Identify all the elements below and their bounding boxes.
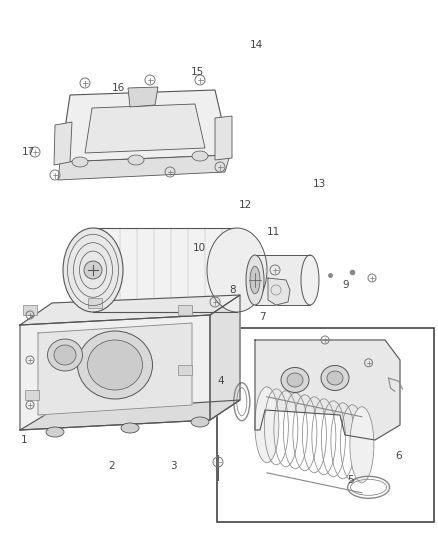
Text: 3: 3 bbox=[170, 462, 177, 471]
Polygon shape bbox=[210, 295, 240, 420]
Bar bbox=[255, 255, 310, 305]
Ellipse shape bbox=[72, 157, 88, 167]
Bar bbox=[93, 228, 238, 313]
Ellipse shape bbox=[327, 371, 343, 385]
Polygon shape bbox=[38, 323, 192, 415]
Text: 6: 6 bbox=[395, 451, 402, 461]
Text: 1: 1 bbox=[21, 435, 28, 445]
Ellipse shape bbox=[301, 255, 319, 305]
Text: 8: 8 bbox=[229, 286, 236, 295]
Ellipse shape bbox=[63, 228, 123, 312]
Text: 10: 10 bbox=[193, 243, 206, 253]
Text: 5: 5 bbox=[347, 475, 354, 484]
Ellipse shape bbox=[321, 366, 349, 391]
Text: 14: 14 bbox=[250, 41, 263, 50]
Ellipse shape bbox=[281, 367, 309, 392]
Polygon shape bbox=[60, 90, 230, 162]
Ellipse shape bbox=[121, 423, 139, 433]
Bar bbox=[178, 305, 192, 315]
Bar bbox=[217, 328, 434, 522]
Polygon shape bbox=[20, 315, 210, 430]
Ellipse shape bbox=[128, 155, 144, 165]
Bar bbox=[88, 298, 102, 308]
Ellipse shape bbox=[78, 331, 152, 399]
Text: 16: 16 bbox=[112, 83, 125, 93]
Text: 15: 15 bbox=[191, 67, 204, 77]
Ellipse shape bbox=[255, 387, 279, 463]
Polygon shape bbox=[58, 155, 230, 180]
Ellipse shape bbox=[207, 228, 267, 312]
Ellipse shape bbox=[250, 266, 260, 294]
Polygon shape bbox=[85, 104, 205, 153]
Ellipse shape bbox=[54, 345, 76, 365]
Text: 9: 9 bbox=[343, 280, 350, 290]
Ellipse shape bbox=[191, 417, 209, 427]
Ellipse shape bbox=[350, 407, 374, 483]
Bar bbox=[25, 390, 39, 400]
Ellipse shape bbox=[88, 340, 142, 390]
Bar bbox=[178, 365, 192, 375]
Text: 7: 7 bbox=[259, 312, 266, 322]
Text: 2: 2 bbox=[108, 462, 115, 471]
Ellipse shape bbox=[47, 339, 82, 371]
Polygon shape bbox=[54, 122, 72, 165]
Polygon shape bbox=[128, 87, 158, 107]
Polygon shape bbox=[20, 400, 240, 430]
Text: 11: 11 bbox=[267, 227, 280, 237]
Polygon shape bbox=[255, 340, 400, 440]
Text: 13: 13 bbox=[313, 179, 326, 189]
Polygon shape bbox=[215, 116, 232, 160]
Ellipse shape bbox=[287, 373, 303, 387]
Text: 17: 17 bbox=[22, 147, 35, 157]
Bar bbox=[23, 305, 37, 315]
Text: 4: 4 bbox=[218, 376, 225, 386]
Polygon shape bbox=[20, 295, 240, 325]
Text: 12: 12 bbox=[239, 200, 252, 210]
Ellipse shape bbox=[192, 151, 208, 161]
Polygon shape bbox=[268, 278, 290, 305]
Ellipse shape bbox=[46, 427, 64, 437]
Ellipse shape bbox=[246, 255, 264, 305]
Ellipse shape bbox=[84, 261, 102, 279]
